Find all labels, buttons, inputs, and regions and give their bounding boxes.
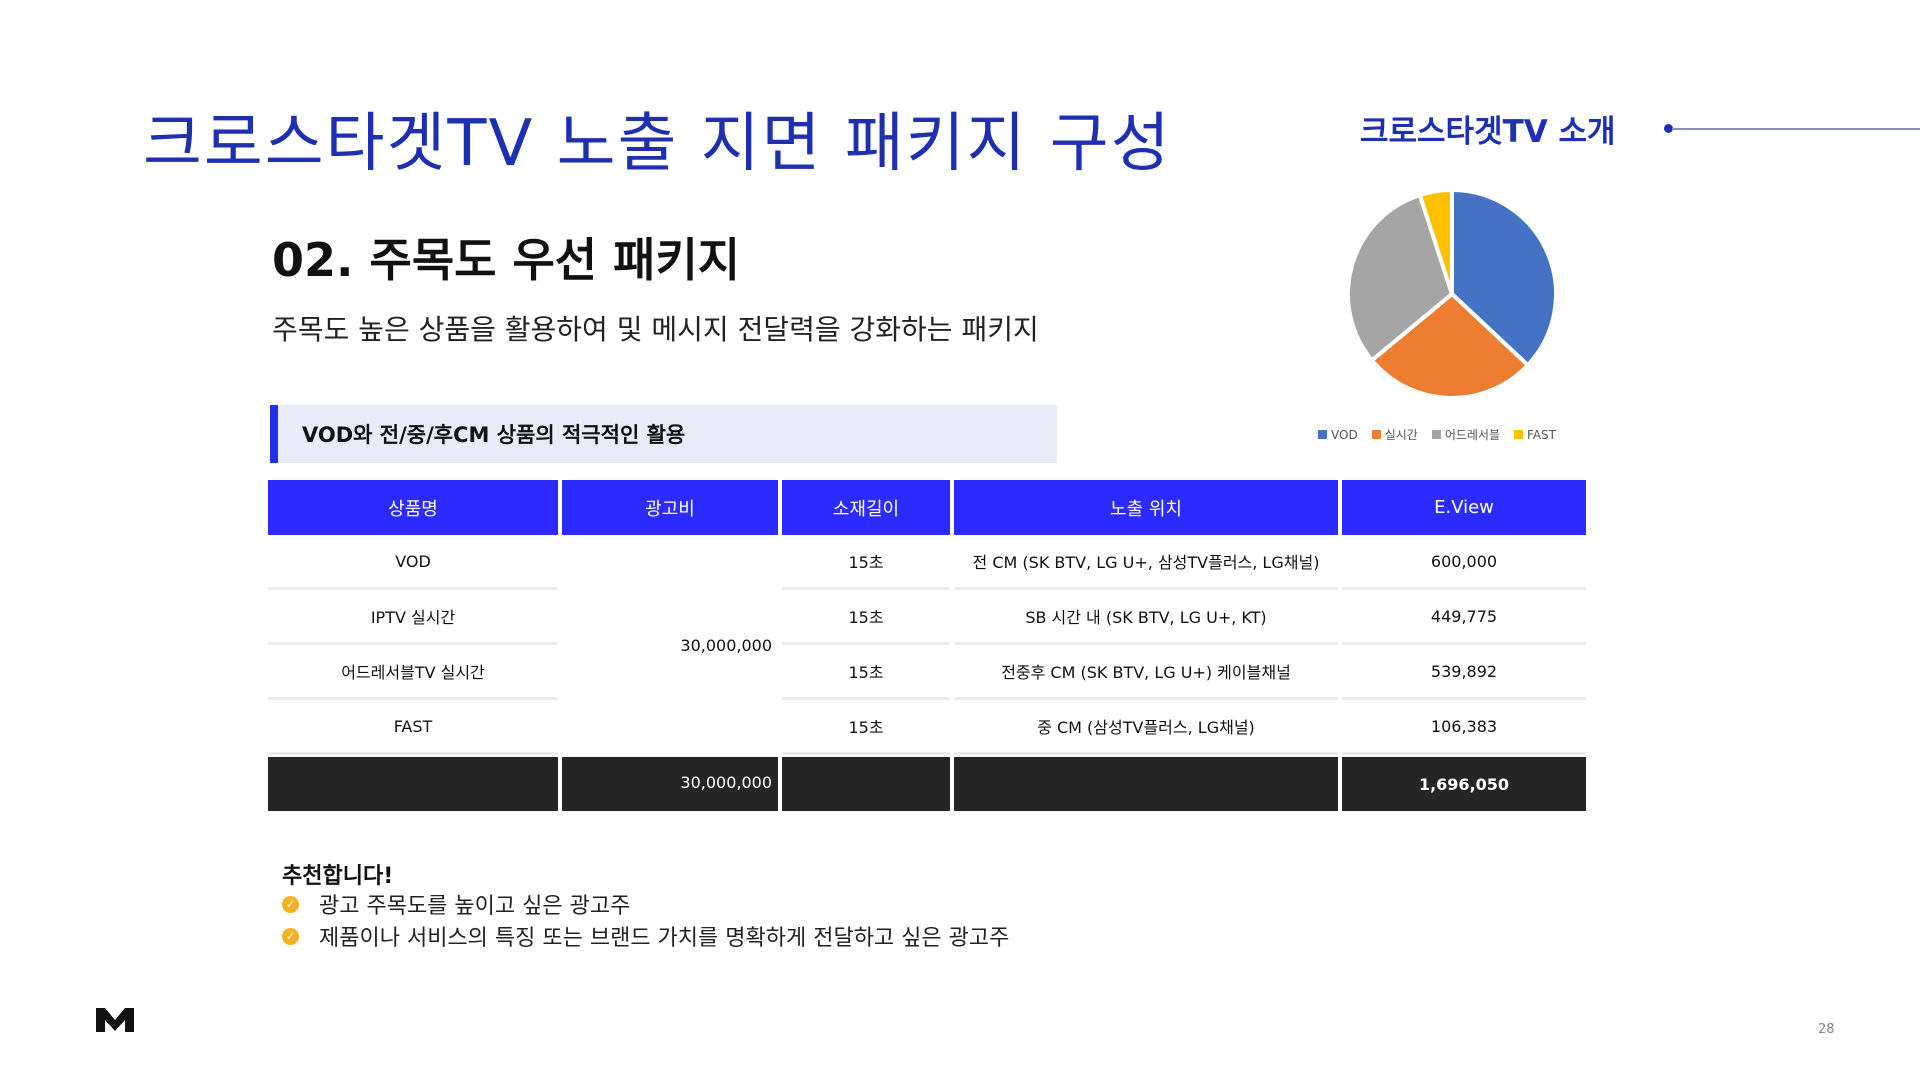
table-total-label bbox=[268, 757, 558, 811]
section-tag-line bbox=[1672, 128, 1920, 130]
table-header-length: 소재길이 bbox=[782, 480, 950, 535]
check-icon: ✓ bbox=[282, 927, 299, 945]
table-total-length bbox=[782, 757, 950, 811]
table-row-2-length: 15초 bbox=[782, 590, 950, 645]
table-row-2-product: IPTV 실시간 bbox=[268, 590, 558, 645]
legend-swatch bbox=[1431, 430, 1441, 439]
chart-legend: VOD 실시간 어드레서블 FAST bbox=[1318, 426, 1556, 443]
recommend-item-text: 제품이나 서비스의 특징 또는 브랜드 가치를 명확하게 전달하고 싶은 광고주 bbox=[319, 926, 1010, 951]
package-description: 주목도 높은 상품을 활용하여 및 메시지 전달력을 강화하는 패키지 bbox=[272, 313, 1039, 346]
table-row-4-position: 중 CM (삼성TV플러스, LG채널) bbox=[954, 700, 1338, 755]
legend-item: 실시간 bbox=[1371, 426, 1418, 443]
table-row-4-length: 15초 bbox=[782, 700, 950, 755]
table-row-3-eview: 539,892 bbox=[1342, 645, 1586, 700]
legend-swatch bbox=[1318, 430, 1327, 439]
table-total-budget: 30,000,000 bbox=[562, 757, 778, 811]
legend-item: FAST bbox=[1514, 426, 1556, 443]
section-tag-dot bbox=[1664, 124, 1673, 133]
legend-swatch bbox=[1371, 430, 1381, 439]
pie-slice-1 bbox=[1369, 291, 1531, 400]
package-banner-text: VOD와 전/중/후CM 상품의 적극적인 활용 bbox=[302, 423, 686, 447]
legend-item: VOD bbox=[1318, 426, 1358, 443]
table-row-1-length: 15초 bbox=[782, 535, 950, 590]
legend-label: 실시간 bbox=[1384, 428, 1418, 442]
package-banner: VOD와 전/중/후CM 상품의 적극적인 활용 bbox=[270, 405, 1057, 463]
legend-label: VOD bbox=[1331, 427, 1358, 442]
pie-slice-0 bbox=[1450, 187, 1558, 369]
page-number: 28 bbox=[1818, 1022, 1835, 1037]
package-subtitle: 02. 주목도 우선 패키지 bbox=[272, 233, 741, 287]
table-row-1-product: VOD bbox=[268, 535, 558, 590]
page-title: 크로스타겟TV 노출 지면 패키지 구성 bbox=[143, 107, 1172, 181]
table-total-eview: 1,696,050 bbox=[1342, 757, 1586, 811]
pie-slice-3 bbox=[1417, 187, 1454, 295]
recommend-item: ✓ 제품이나 서비스의 특징 또는 브랜드 가치를 명확하게 전달하고 싶은 광… bbox=[282, 920, 1009, 952]
table-row-3-position: 전중후 CM (SK BTV, LG U+) 케이블채널 bbox=[954, 645, 1338, 700]
legend-label: 어드레서블 bbox=[1444, 428, 1501, 442]
table-row-4-product: FAST bbox=[268, 700, 558, 755]
table-row-1-eview: 600,000 bbox=[1342, 535, 1586, 590]
recommend-item-text: 광고 주목도를 높이고 싶은 광고주 bbox=[319, 894, 631, 919]
table-row-3-length: 15초 bbox=[782, 645, 950, 700]
section-tag: 크로스타겟TV 소개 bbox=[1360, 114, 1616, 150]
table-header-product: 상품명 bbox=[268, 480, 558, 535]
legend-item: 어드레서블 bbox=[1431, 426, 1501, 443]
table-budget-merged: 30,000,000 bbox=[562, 535, 778, 755]
table-row-3-product: 어드레서블TV 실시간 bbox=[268, 645, 558, 700]
pie-slice-2 bbox=[1346, 192, 1455, 364]
pie-chart bbox=[1346, 187, 1558, 400]
table-header-budget: 광고비 bbox=[562, 480, 778, 535]
table-row-2-position: SB 시간 내 (SK BTV, LG U+, KT) bbox=[954, 590, 1338, 645]
table-row-2-eview: 449,775 bbox=[1342, 590, 1586, 645]
brand-logo-icon bbox=[96, 1008, 134, 1032]
table-row-4-eview: 106,383 bbox=[1342, 700, 1586, 755]
table-header-position: 노출 위치 bbox=[954, 480, 1338, 535]
legend-label: FAST bbox=[1527, 427, 1556, 442]
table-header-eview: E.View bbox=[1342, 480, 1586, 535]
check-icon: ✓ bbox=[282, 895, 299, 913]
table-total-position bbox=[954, 757, 1338, 811]
table-row-1-position: 전 CM (SK BTV, LG U+, 삼성TV플러스, LG채널) bbox=[954, 535, 1338, 590]
legend-swatch bbox=[1514, 430, 1524, 439]
recommend-title: 추천합니다! bbox=[282, 864, 394, 889]
recommend-item: ✓ 광고 주목도를 높이고 싶은 광고주 bbox=[282, 888, 630, 920]
